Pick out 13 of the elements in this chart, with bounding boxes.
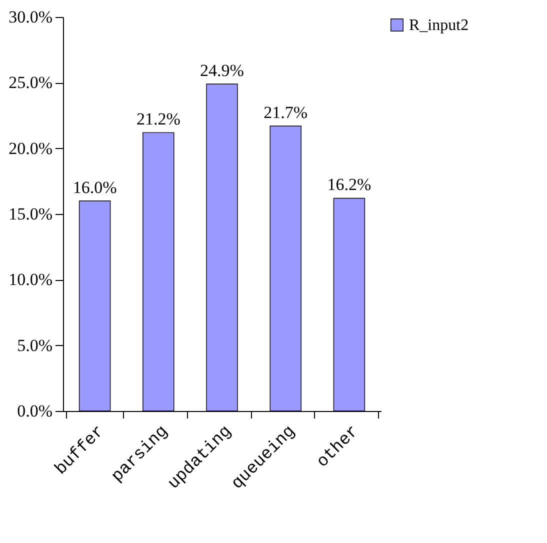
- data-label: 21.2%: [136, 110, 180, 129]
- y-tick-label: 20.0%: [8, 138, 52, 158]
- y-tick-label: 25.0%: [8, 73, 52, 92]
- y-tick-label: 15.0%: [8, 204, 52, 224]
- y-tick-label: 5.0%: [17, 336, 52, 355]
- data-label: 21.7%: [264, 103, 308, 122]
- y-tick-label: 10.0%: [8, 270, 52, 290]
- data-label: 24.9%: [200, 60, 244, 80]
- data-label: 16.2%: [327, 175, 372, 194]
- data-label: 16.0%: [72, 178, 117, 197]
- legend-label: R_input2: [409, 17, 469, 34]
- y-tick-label: 30.0%: [8, 8, 52, 26]
- y-tick-label: 0.0%: [17, 402, 52, 420]
